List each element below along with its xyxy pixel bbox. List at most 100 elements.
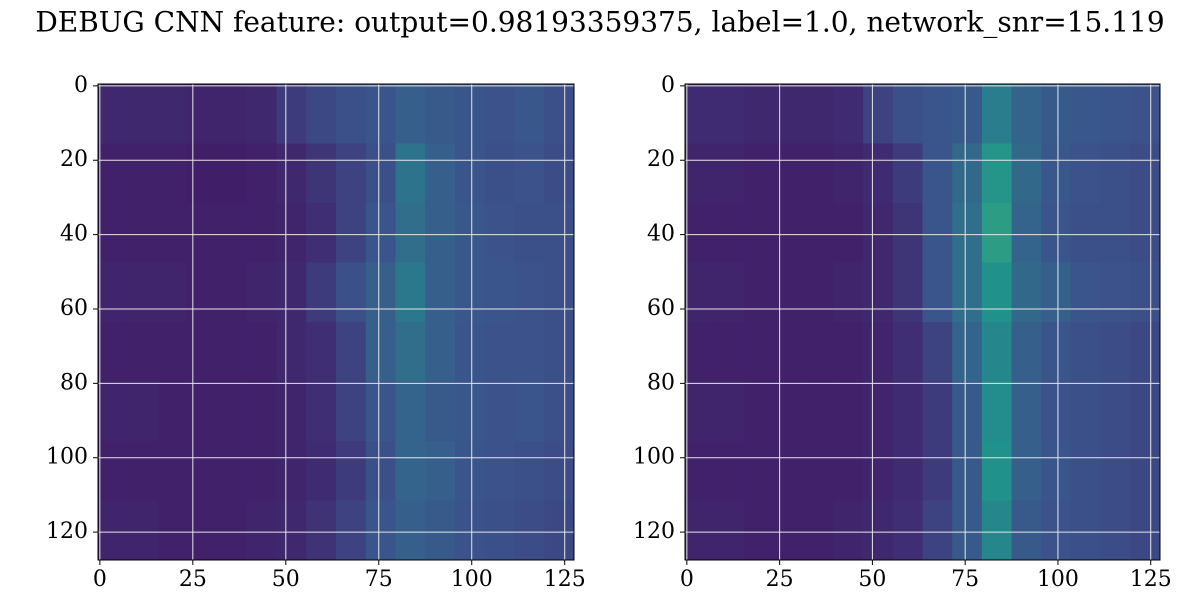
- heat-cell: [1041, 84, 1072, 144]
- heat-cell: [863, 143, 894, 204]
- heat-cell: [981, 143, 1013, 204]
- heat-cell: [922, 322, 953, 382]
- heat-cell: [981, 500, 1013, 561]
- heat-cell: [714, 500, 745, 561]
- heat-cell: [276, 203, 307, 263]
- heat-cell: [774, 143, 805, 204]
- heat-cell: [127, 84, 158, 144]
- heat-cell: [514, 322, 545, 382]
- heat-cell: [1011, 322, 1042, 382]
- y-tick-label: 80: [647, 370, 675, 395]
- heat-cell: [455, 441, 486, 501]
- heat-cell: [774, 203, 805, 263]
- heat-cell: [922, 143, 953, 204]
- heat-cell: [157, 500, 188, 561]
- heat-cell: [306, 84, 337, 144]
- heat-cell: [514, 262, 545, 323]
- heat-cell: [425, 84, 456, 144]
- heat-cell: [981, 203, 1013, 263]
- heat-cell: [685, 441, 716, 501]
- heat-cell: [395, 203, 426, 263]
- heat-cell: [217, 262, 248, 323]
- heat-cell: [544, 84, 575, 144]
- heat-cell: [922, 381, 953, 442]
- heat-cell: [1070, 441, 1102, 501]
- heat-cell: [1100, 381, 1131, 442]
- heat-cell: [157, 203, 188, 263]
- heat-cell: [803, 322, 834, 382]
- heat-cell: [892, 203, 923, 263]
- heat-cell: [1070, 381, 1102, 442]
- heat-cell: [774, 441, 805, 501]
- heat-cell: [685, 203, 716, 263]
- heat-cell: [395, 322, 426, 382]
- heat-cell: [484, 322, 515, 382]
- heat-cell: [217, 500, 248, 561]
- heat-cell: [892, 381, 923, 442]
- heat-cell: [276, 322, 307, 382]
- heat-cell: [1011, 441, 1042, 501]
- heat-cell: [803, 203, 834, 263]
- x-tick-label: 50: [858, 567, 886, 592]
- y-tick-label: 20: [60, 147, 88, 172]
- heat-cell: [306, 262, 337, 323]
- heat-cell: [892, 500, 923, 561]
- heat-cell: [514, 84, 545, 144]
- heat-cell: [365, 441, 396, 501]
- heat-cell: [455, 500, 486, 561]
- heat-cell: [157, 262, 188, 323]
- heat-cell: [803, 441, 834, 501]
- heat-cell: [484, 500, 515, 561]
- heat-cell: [685, 262, 716, 323]
- heat-cell: [922, 441, 953, 501]
- heat-cell: [276, 143, 307, 204]
- heat-cell: [685, 322, 716, 382]
- heat-cell: [952, 441, 983, 501]
- heat-cell: [98, 262, 129, 323]
- heat-cell: [484, 143, 515, 204]
- heat-cell: [833, 203, 864, 263]
- heat-cell: [1070, 143, 1102, 204]
- heat-cell: [981, 262, 1013, 323]
- axes-frame: [97, 83, 575, 561]
- heat-cell: [833, 441, 864, 501]
- heat-cell: [276, 262, 307, 323]
- heat-cell: [395, 500, 426, 561]
- heat-cell: [246, 262, 277, 323]
- heat-cell: [863, 322, 894, 382]
- heat-cell: [1100, 322, 1131, 382]
- heat-cell: [863, 84, 894, 144]
- heat-cell: [127, 203, 158, 263]
- heat-cell: [714, 203, 745, 263]
- heat-cell: [127, 441, 158, 501]
- heat-cell: [276, 381, 307, 442]
- y-tick-label: 0: [661, 73, 675, 98]
- heat-cell: [863, 441, 894, 501]
- heat-cell: [98, 143, 129, 204]
- heat-cell: [744, 500, 775, 561]
- heat-cell: [803, 262, 834, 323]
- heat-cell: [803, 500, 834, 561]
- heat-cell: [1041, 262, 1072, 323]
- heat-cell: [217, 322, 248, 382]
- heat-cell: [98, 381, 129, 442]
- heat-cell: [833, 381, 864, 442]
- heat-cell: [187, 322, 218, 382]
- heat-cell: [685, 143, 716, 204]
- heat-cell: [922, 500, 953, 561]
- heat-cell: [952, 381, 983, 442]
- heat-cell: [455, 381, 486, 442]
- heat-cell: [744, 84, 775, 144]
- heat-cell: [187, 84, 218, 144]
- heat-cell: [1011, 84, 1042, 144]
- heat-cell: [514, 441, 545, 501]
- heat-cell: [306, 381, 337, 442]
- heat-cell: [863, 262, 894, 323]
- heat-cell: [157, 143, 188, 204]
- heat-cell: [187, 143, 218, 204]
- heat-cell: [1130, 381, 1161, 442]
- heat-cell: [952, 322, 983, 382]
- heat-cell: [127, 500, 158, 561]
- heat-cell: [774, 322, 805, 382]
